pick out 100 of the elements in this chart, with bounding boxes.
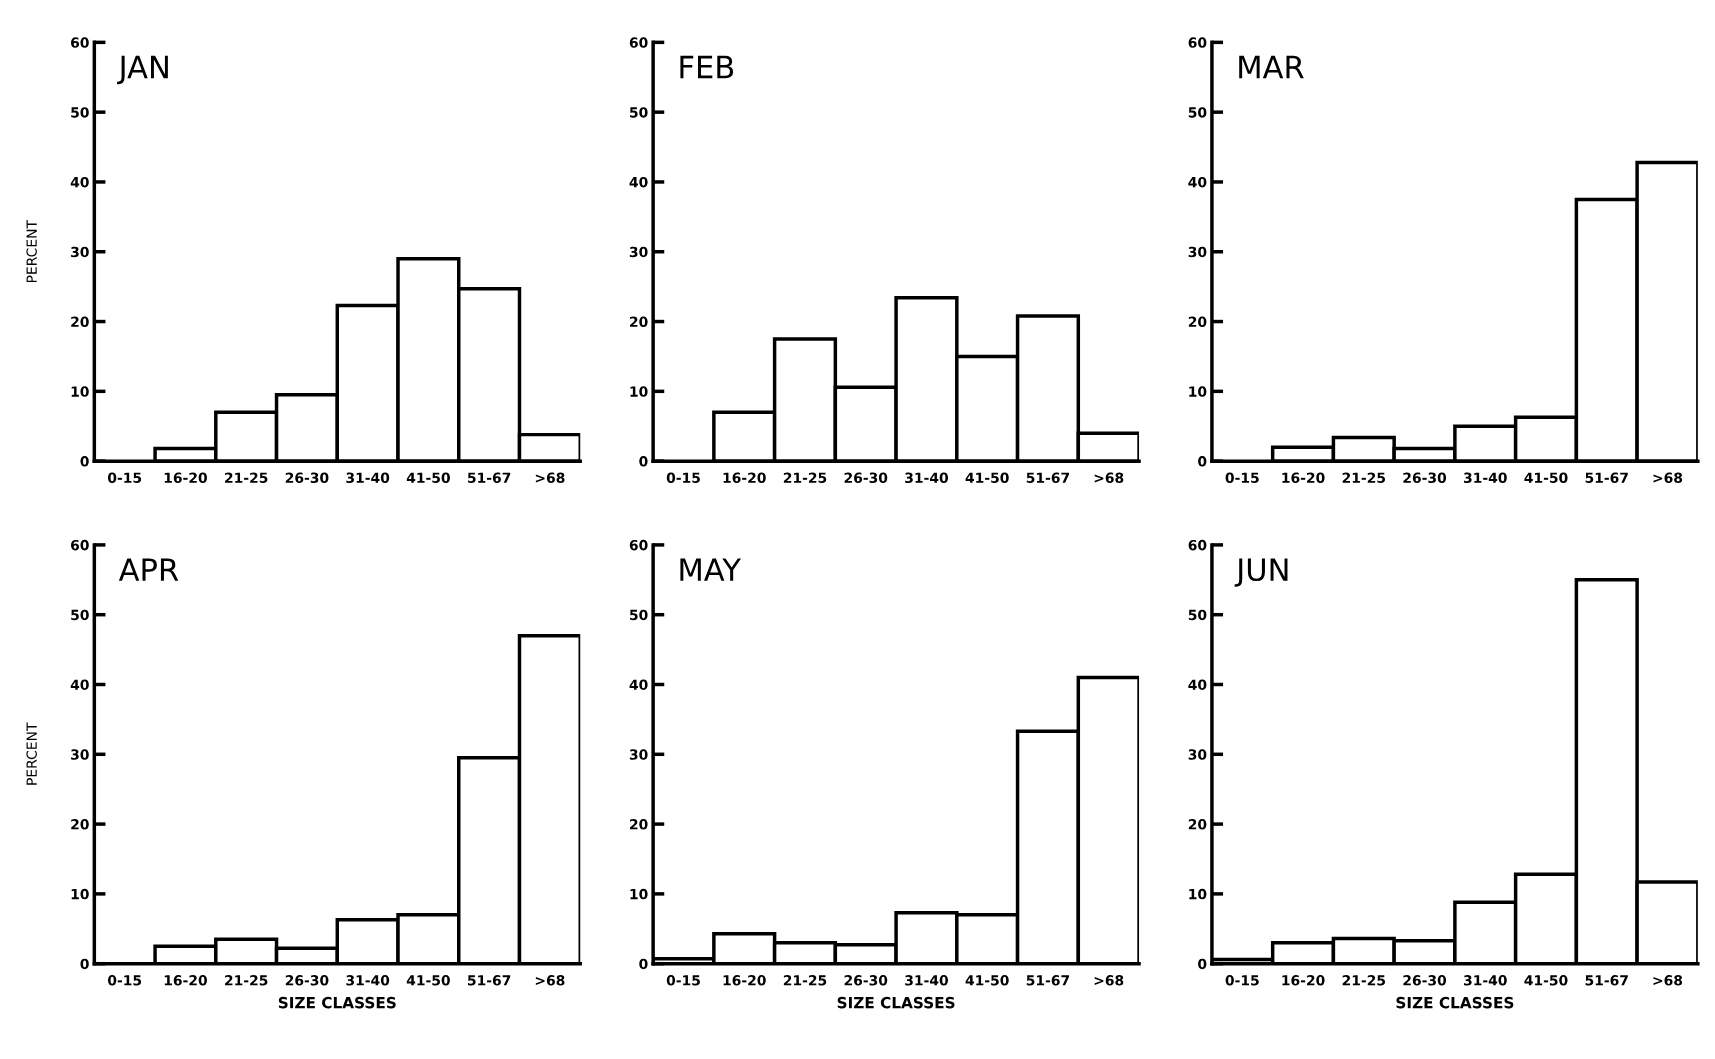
- y-tick-label: 50: [71, 107, 89, 118]
- x-tick-label: 26-30: [285, 975, 329, 986]
- y-tick-label: 30: [71, 749, 89, 760]
- x-tick-label: >68: [1653, 975, 1683, 986]
- y-tick-label: 60: [629, 539, 648, 551]
- x-tick-label: 41-50: [1524, 472, 1568, 484]
- y-tick-label: 30: [1188, 749, 1207, 760]
- x-tick-label: 26-30: [1403, 472, 1447, 484]
- y-tick-label: 10: [630, 386, 648, 397]
- x-tick-label: 16-20: [1282, 472, 1325, 484]
- y-tick-label: 50: [630, 107, 648, 118]
- x-tick-label: 31-40: [1463, 472, 1507, 484]
- y-tick-label: 50: [630, 609, 648, 621]
- chart-title: APR: [118, 558, 179, 581]
- y-tick-label: 20: [71, 819, 89, 830]
- x-axis-title: SIZE CLASSES: [1396, 996, 1514, 1009]
- y-axis-title: PERCENT: [26, 722, 37, 785]
- x-tick-label: 21-25: [225, 472, 268, 484]
- y-axis-title: PERCENT: [26, 219, 37, 283]
- x-tick-label: 21-25: [1342, 975, 1386, 986]
- x-tick-label: 31-40: [346, 975, 390, 986]
- y-tick-label: 60: [629, 37, 648, 48]
- x-tick-label: 16-20: [723, 975, 766, 986]
- x-tick-label: 41-50: [1524, 975, 1568, 986]
- y-tick-label: 30: [71, 246, 89, 258]
- y-tick-label: 50: [1188, 609, 1207, 621]
- y-tick-label: 40: [1188, 176, 1207, 188]
- x-tick-label: 26-30: [844, 975, 888, 986]
- x-tick-label: 0-15: [666, 472, 700, 484]
- y-tick-label: 20: [71, 316, 89, 328]
- x-tick-label: 0-15: [666, 975, 700, 986]
- y-tick-label: 40: [70, 176, 89, 188]
- x-axis-title: SIZE CLASSES: [278, 996, 396, 1009]
- x-tick-label: 51-67: [1585, 975, 1628, 986]
- x-tick-label: 0-15: [107, 472, 142, 484]
- chart-title: MAR: [1239, 55, 1304, 79]
- x-tick-label: 0-15: [1225, 472, 1259, 484]
- x-tick-label: 41-50: [965, 472, 1009, 484]
- x-tick-label: 41-50: [406, 472, 450, 484]
- x-tick-label: 16-20: [164, 472, 207, 484]
- x-axis-title: SIZE CLASSES: [837, 996, 955, 1009]
- y-tick-label: 0: [80, 958, 89, 970]
- y-tick-label: 40: [629, 679, 648, 690]
- chart-title: JAN: [117, 55, 168, 85]
- x-tick-label: 51-67: [1026, 472, 1070, 484]
- x-tick-label: 21-25: [225, 975, 268, 986]
- y-tick-label: 20: [1188, 316, 1207, 328]
- x-tick-label: 51-67: [468, 975, 511, 986]
- x-tick-label: 21-25: [783, 975, 827, 986]
- y-tick-label: 20: [630, 316, 648, 328]
- x-tick-label: >68: [1094, 975, 1124, 986]
- y-tick-label: 0: [639, 456, 648, 467]
- y-tick-label: 60: [71, 37, 89, 48]
- chart-title: JUN: [1234, 558, 1288, 587]
- chart-title: MAY: [680, 558, 742, 581]
- y-tick-label: 30: [629, 246, 648, 258]
- y-tick-label: 40: [629, 176, 648, 188]
- y-tick-label: 30: [629, 749, 648, 760]
- x-tick-label: 41-50: [965, 975, 1009, 986]
- y-tick-label: 40: [70, 679, 89, 690]
- y-tick-label: 20: [1188, 819, 1207, 830]
- x-tick-label: 31-40: [346, 472, 390, 484]
- x-tick-label: 51-67: [468, 472, 511, 484]
- y-tick-label: 0: [1198, 456, 1207, 467]
- x-tick-label: 21-25: [1342, 472, 1386, 484]
- y-tick-label: 0: [80, 456, 89, 467]
- y-tick-label: 30: [1188, 246, 1207, 258]
- y-tick-label: 10: [1189, 888, 1207, 900]
- y-tick-label: 50: [71, 609, 89, 621]
- x-tick-label: >68: [535, 472, 565, 484]
- y-tick-label: 0: [639, 958, 648, 970]
- y-tick-label: 0: [1198, 958, 1207, 970]
- x-tick-label: >68: [1094, 472, 1124, 484]
- x-tick-label: 26-30: [844, 472, 888, 484]
- x-tick-label: 0-15: [107, 975, 142, 986]
- x-tick-label: 16-20: [723, 472, 766, 484]
- y-tick-label: 10: [1189, 386, 1207, 397]
- x-tick-label: 0-15: [1225, 975, 1259, 986]
- x-tick-label: 16-20: [1282, 975, 1325, 986]
- y-tick-label: 10: [71, 888, 89, 900]
- y-tick-label: 60: [1188, 37, 1207, 48]
- x-tick-label: 21-25: [783, 472, 827, 484]
- x-tick-label: 16-20: [164, 975, 207, 986]
- x-tick-label: 41-50: [406, 975, 450, 986]
- chart-title: FEB: [680, 55, 734, 79]
- x-tick-label: 26-30: [1403, 975, 1447, 986]
- y-tick-label: 60: [1188, 539, 1207, 551]
- y-tick-label: 10: [71, 386, 89, 397]
- y-tick-label: 10: [630, 888, 648, 900]
- x-tick-label: 31-40: [1463, 975, 1507, 986]
- x-tick-label: 26-30: [285, 472, 329, 484]
- y-tick-label: 50: [1188, 107, 1207, 118]
- x-tick-label: 31-40: [905, 472, 948, 484]
- y-tick-label: 60: [71, 539, 89, 551]
- x-tick-label: >68: [535, 975, 565, 986]
- x-tick-label: >68: [1653, 472, 1683, 484]
- y-tick-label: 20: [630, 819, 648, 830]
- x-tick-label: 51-67: [1585, 472, 1628, 484]
- y-tick-label: 40: [1188, 679, 1207, 690]
- x-tick-label: 51-67: [1026, 975, 1070, 986]
